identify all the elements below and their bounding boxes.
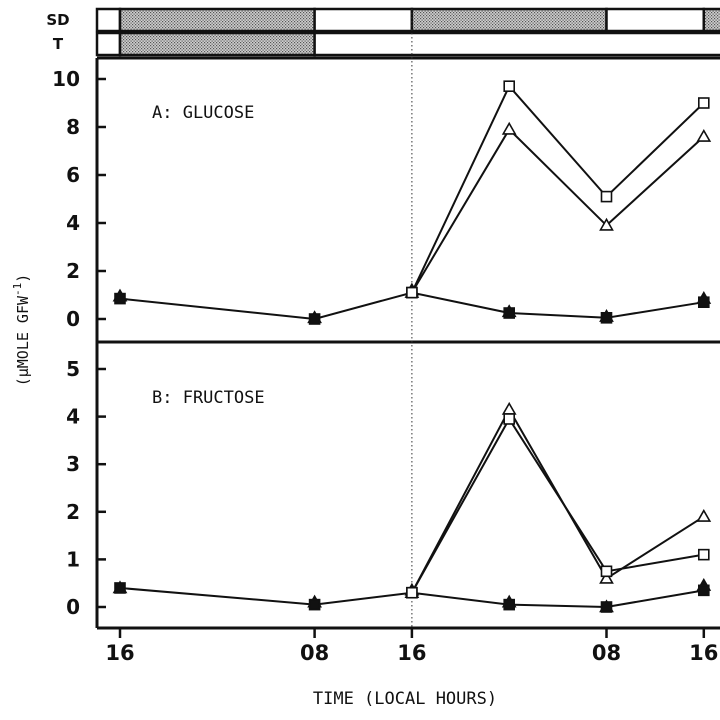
data-point — [114, 292, 126, 305]
data-point — [599, 570, 614, 584]
data-point — [503, 80, 516, 92]
series-line — [119, 291, 704, 321]
data-point — [406, 586, 418, 599]
panel-fructose: 0 1 2 3 4 5 B: FRUCTOSE — [66, 357, 265, 619]
y-tick-label: 2 — [66, 500, 80, 524]
y-tick-label: 1 — [66, 547, 80, 571]
data-point — [697, 548, 710, 561]
series-line — [411, 417, 704, 594]
y-tick-label: 0 — [66, 595, 80, 619]
panel-b-label: B: FRUCTOSE — [152, 388, 265, 408]
bar-lead-cell — [95, 7, 122, 33]
y-axis-title-prefix: (μMOLE — [14, 323, 32, 386]
y-tick-label: 3 — [66, 452, 80, 476]
light-period-segment — [313, 7, 414, 33]
data-point — [600, 190, 613, 203]
series-line — [411, 127, 705, 294]
series-line — [410, 84, 705, 294]
y-axis-title-suffix: ) — [14, 274, 32, 283]
x-tick-label: 08 — [300, 641, 329, 665]
x-axis-ticks: 16 08 16 08 16 — [105, 628, 718, 665]
dark-period-segment — [118, 31, 316, 57]
data-point — [501, 121, 517, 135]
x-axis-title: TIME (LOCAL HOURS) — [313, 689, 497, 709]
dark-period-segment — [702, 7, 720, 33]
data-point — [308, 598, 321, 611]
plot-frame — [95, 56, 720, 630]
data-point — [697, 296, 710, 309]
x-tick-label: 16 — [105, 641, 134, 665]
x-tick-label: 16 — [689, 641, 718, 665]
x-tick-label: 16 — [397, 641, 426, 665]
y-tick-label: 8 — [66, 115, 80, 139]
data-point — [600, 565, 613, 578]
data-point — [308, 313, 321, 325]
data-point — [503, 413, 516, 425]
sd-bar-label: SD — [46, 11, 69, 29]
t-bar-label: T — [53, 35, 64, 53]
y-axis-title-main: GFW — [14, 295, 32, 323]
photoperiod-bars: SD T — [46, 7, 720, 57]
light-period-segment — [313, 31, 720, 57]
data-point — [503, 598, 516, 611]
series-layer — [112, 80, 712, 613]
y-tick-label: 4 — [66, 211, 80, 235]
y-tick-label: 6 — [66, 163, 80, 187]
light-period-segment — [605, 7, 706, 33]
y-tick-label: 4 — [66, 405, 80, 429]
data-point — [114, 582, 126, 594]
y-tick-label: 5 — [66, 357, 80, 381]
y-axis-title-exp: -1 — [11, 283, 24, 296]
data-point — [696, 128, 712, 142]
y-tick-label: 2 — [66, 259, 80, 283]
panel-glucose: 0 2 4 6 8 10 A: GLUCOSE — [52, 67, 254, 331]
data-point — [406, 286, 418, 299]
panel-a-label: A: GLUCOSE — [152, 103, 254, 123]
y-tick-label: 0 — [66, 307, 80, 331]
series-line — [411, 407, 705, 594]
data-point — [599, 217, 614, 231]
data-point — [697, 97, 710, 109]
data-point — [697, 584, 710, 597]
bar-lead-cell — [95, 31, 122, 57]
data-point — [600, 311, 613, 324]
y-tick-label: 10 — [52, 67, 80, 91]
x-tick-label: 08 — [592, 641, 621, 665]
data-point — [503, 307, 516, 319]
series-line — [119, 586, 704, 609]
dark-period-segment — [118, 7, 316, 33]
dark-period-segment — [410, 7, 608, 33]
data-point — [600, 601, 613, 613]
data-point — [501, 401, 517, 415]
data-point — [696, 508, 712, 522]
y-axis-title: (μMOLE GFW-1) — [11, 274, 32, 387]
